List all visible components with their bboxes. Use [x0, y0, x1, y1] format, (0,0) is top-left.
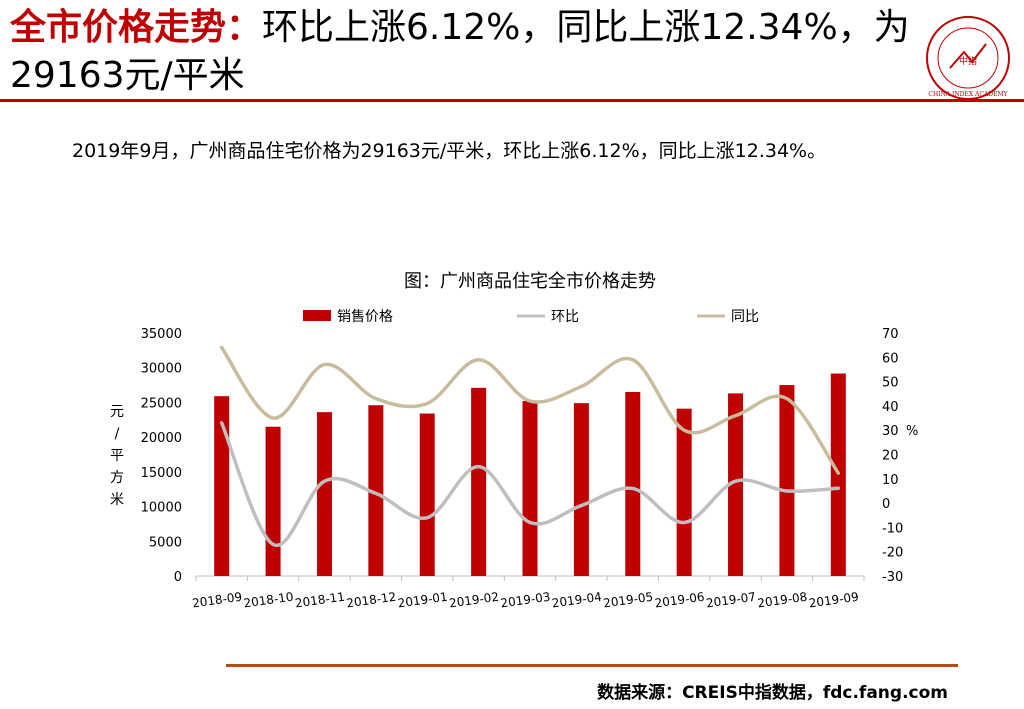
bar-price: [265, 426, 281, 576]
y-left-axis-label: 元/平方米: [110, 404, 124, 508]
y-right-tick-label: 50: [882, 376, 899, 391]
china-index-academy-logo: 中指 CHINA INDEX ACADEMY: [926, 16, 1010, 100]
x-tick-label: 2019-05: [602, 590, 654, 611]
x-tick-label: 2019-03: [500, 590, 552, 611]
legend-label-1: 环比: [551, 309, 579, 325]
bar-price: [471, 387, 487, 576]
y-right-tick-label: 60: [882, 351, 899, 366]
legend-label-0: 销售价格: [337, 309, 393, 325]
legend-swatch-0: [303, 310, 331, 321]
y-left-tick-label: 5000: [149, 535, 182, 550]
footer-divider: [226, 664, 958, 667]
y-right-tick-label: 10: [882, 473, 899, 488]
bar-price: [214, 396, 230, 576]
page-title-rest: 环比上涨6.12%，同比上涨12.34%，为29163元/平米: [10, 7, 910, 96]
page-title: 全市价格走势：环比上涨6.12%，同比上涨12.34%，为29163元/平米: [10, 4, 910, 100]
bar-price: [573, 403, 589, 576]
x-tick-label: 2018-10: [243, 590, 295, 611]
y-right-tick-label: -20: [882, 546, 903, 561]
y-left-tick-label: 0: [174, 570, 182, 585]
x-tick-label: 2018-12: [345, 590, 397, 611]
x-tick-label: 2019-09: [808, 590, 860, 611]
y-left-tick-label: 30000: [141, 362, 182, 377]
y-right-tick-label: 30: [882, 424, 899, 439]
data-source: 数据来源：CREIS中指数据，fdc.fang.com: [597, 683, 948, 703]
y-left-tick-label: 10000: [141, 501, 182, 516]
y-left-tick-label: 35000: [141, 327, 182, 342]
x-tick-label: 2019-02: [448, 590, 500, 611]
x-tick-label: 2019-07: [705, 590, 757, 611]
y-right-tick-label: 70: [882, 327, 899, 342]
bar-price: [676, 408, 692, 576]
header-divider: [0, 99, 1024, 102]
bar-price: [728, 393, 744, 576]
y-right-tick-label: 0: [882, 497, 890, 512]
line-mom: [219, 421, 841, 548]
logo-mark: 中指: [959, 55, 977, 67]
chart-title: 图：广州商品住宅全市价格走势: [404, 271, 656, 292]
logo-text: CHINA INDEX ACADEMY: [928, 91, 1008, 98]
y-right-tick-label: 40: [882, 400, 899, 415]
x-tick-label: 2019-01: [397, 590, 449, 611]
line-yoy: [219, 345, 841, 475]
y-left-tick-label: 15000: [141, 466, 182, 481]
bar-price: [625, 392, 641, 576]
legend-label-2: 同比: [731, 309, 759, 325]
y-right-tick-label: 20: [882, 449, 899, 464]
x-tick-label: 2018-11: [294, 590, 346, 611]
summary-text: 2019年9月，广州商品住宅价格为29163元/平米，环比上涨6.12%，同比上…: [72, 140, 827, 162]
y-right-tick-label: -30: [882, 570, 903, 585]
bar-price: [368, 405, 384, 576]
y-left-tick-label: 20000: [141, 431, 182, 446]
x-tick-label: 2019-08: [757, 590, 809, 611]
bar-price: [419, 413, 435, 576]
y-right-axis-label: %: [906, 424, 918, 439]
bar-price: [522, 401, 538, 576]
bar-price: [779, 385, 795, 576]
y-left-tick-label: 25000: [141, 396, 182, 411]
y-right-tick-label: -10: [882, 521, 903, 536]
x-tick-label: 2018-09: [191, 590, 243, 611]
x-tick-label: 2019-06: [654, 590, 706, 611]
bar-price: [316, 412, 332, 576]
x-tick-label: 2019-04: [551, 590, 603, 611]
page-title-accent: 全市价格走势：: [10, 7, 263, 48]
